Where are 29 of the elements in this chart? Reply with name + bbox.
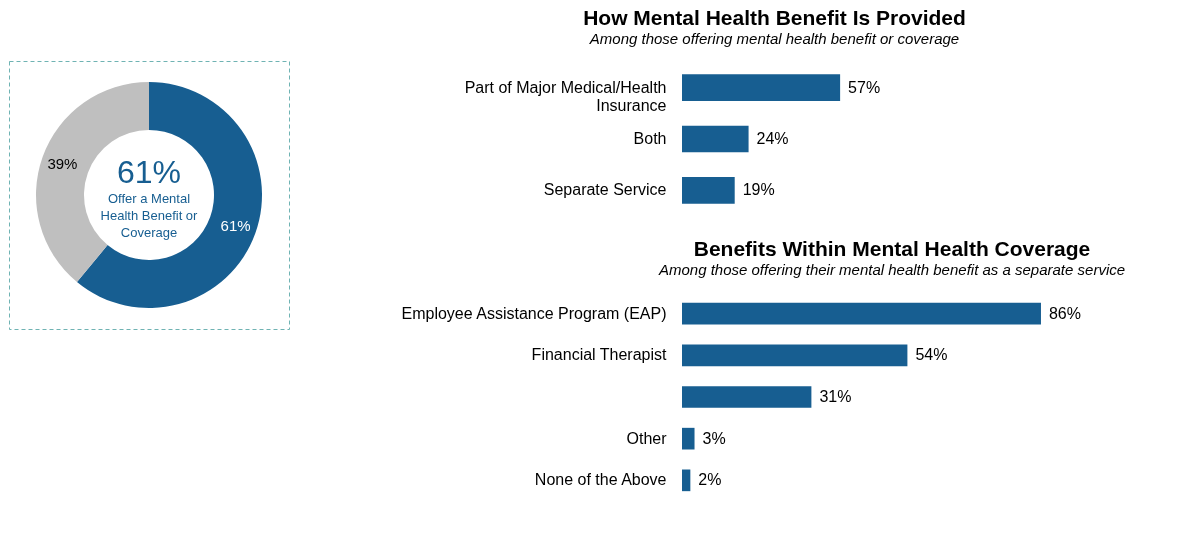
text: Offer a Mental Health Benefit or Coverage [100, 191, 199, 240]
data-label: 57% [848, 78, 881, 96]
data-label: 19% [742, 181, 775, 199]
y-tick-label: Financial Therapist [531, 346, 668, 364]
data-label: 61% [220, 217, 251, 235]
donut-slice [76, 82, 262, 308]
y-tick-label: Part of Major Medical/Health Insurance [464, 78, 667, 114]
bar [682, 469, 691, 492]
data-label: 39% [47, 154, 78, 172]
bar [682, 427, 695, 450]
y-tick-label: None of the Above [534, 471, 667, 489]
y-tick-label: Both [633, 130, 667, 147]
data-label: 24% [756, 130, 789, 147]
bar [682, 386, 812, 408]
chart-title: Benefits Within Mental Health Coverage [693, 237, 1091, 260]
bar [682, 344, 908, 367]
y-tick-label: Separate Service [543, 181, 667, 199]
chart-title: How Mental Health Benefit Is Provided [583, 6, 966, 29]
data-label: 2% [698, 471, 722, 489]
data-label: 86% [1048, 304, 1082, 322]
y-tick-label: Other [626, 429, 668, 447]
data-label: 31% [819, 388, 852, 405]
bar [682, 302, 1041, 325]
chart-subtitle: Among those offering their mental health benefit as a separate service [657, 261, 1126, 278]
text: 61% [116, 154, 182, 190]
chart-subtitle: Among those offering mental health benefit or coverage [588, 30, 960, 47]
data-label: 54% [915, 346, 948, 364]
y-tick-label: Employee Assistance Program (EAP) [401, 304, 667, 322]
data-label: 3% [702, 429, 726, 447]
